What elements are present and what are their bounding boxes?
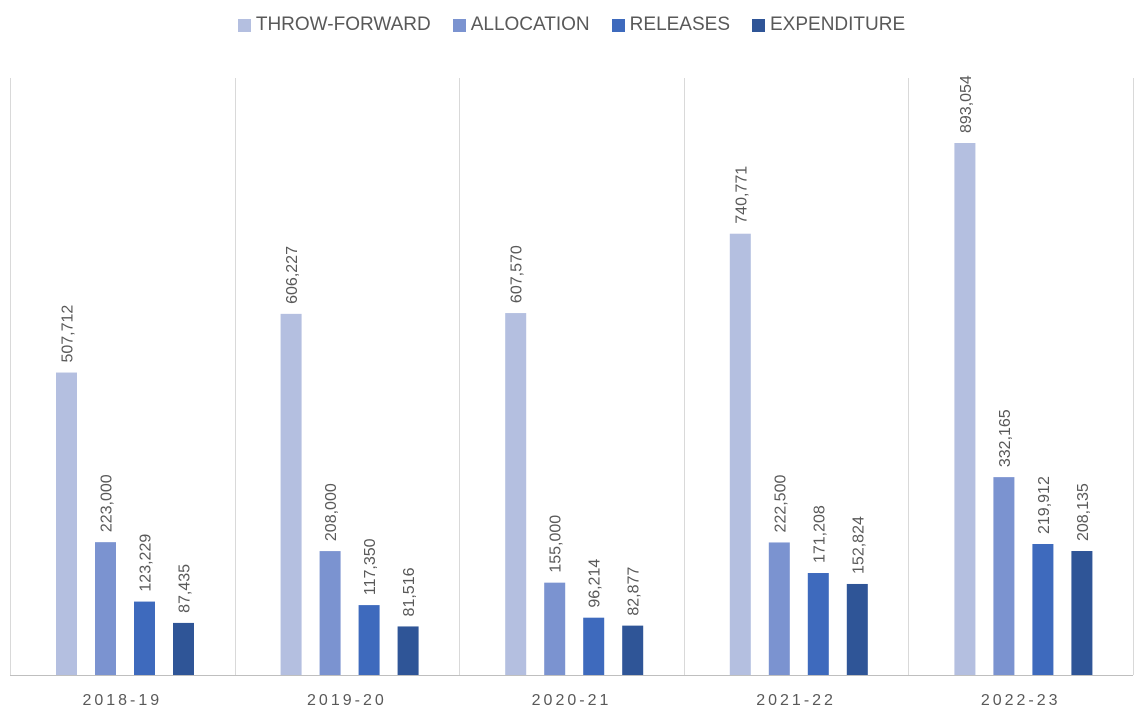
legend-item-throw-forward: THROW-FORWARD [237, 14, 431, 36]
bar [505, 313, 527, 675]
data-label: 223,000 [99, 474, 116, 532]
data-label: 123,229 [138, 534, 155, 592]
data-label: 81,516 [401, 567, 418, 616]
data-label: 82,877 [626, 567, 643, 616]
bar [358, 605, 380, 675]
legend-swatch-expenditure [752, 18, 765, 32]
data-label: 332,165 [997, 409, 1014, 467]
data-label: 155,000 [548, 515, 565, 573]
data-label: 208,000 [323, 483, 340, 541]
data-label: 893,054 [958, 75, 975, 133]
bar [134, 601, 155, 675]
bar [173, 622, 194, 675]
data-label: 171,208 [811, 505, 828, 563]
legend-label-throw-forward: THROW-FORWARD [255, 14, 431, 35]
bar [56, 372, 77, 675]
legend-label-releases: RELEASES [629, 14, 730, 35]
data-label: 219,912 [1036, 476, 1053, 534]
x-tick-label: 2020-21 [532, 692, 612, 709]
legend-swatch-releases [611, 18, 625, 32]
chart-legend: THROW-FORWARD ALLOCATION RELEASES EXPEND… [0, 14, 1143, 36]
bar [846, 583, 868, 675]
legend-swatch-allocation [452, 18, 466, 32]
data-label: 607,570 [509, 245, 526, 303]
bar [993, 477, 1015, 675]
bar [1071, 551, 1093, 675]
x-tick-label: 2022-23 [981, 692, 1061, 709]
data-label: 96,214 [587, 559, 604, 608]
bar [397, 626, 419, 675]
data-label: 740,771 [733, 166, 750, 224]
bar [807, 573, 829, 675]
x-tick-label: 2021-22 [756, 692, 836, 709]
bar [95, 542, 116, 675]
data-label: 606,227 [284, 246, 301, 304]
x-tick-label: 2019-20 [307, 692, 387, 709]
bar [1032, 543, 1054, 675]
legend-item-allocation: ALLOCATION [452, 14, 590, 36]
bar [544, 582, 566, 675]
bar [954, 143, 976, 675]
bar [729, 233, 751, 675]
legend-item-expenditure: EXPENDITURE [752, 14, 905, 36]
bar [583, 617, 605, 675]
data-label: 222,500 [772, 475, 789, 533]
bar [319, 551, 341, 675]
data-label: 152,824 [850, 516, 867, 574]
legend-label-expenditure: EXPENDITURE [770, 14, 906, 35]
legend-label-allocation: ALLOCATION [470, 14, 590, 35]
bar [280, 313, 302, 675]
data-label: 87,435 [177, 564, 194, 613]
legend-item-releases: RELEASES [611, 14, 730, 36]
data-label: 507,712 [60, 305, 77, 363]
bar [768, 542, 790, 675]
x-tick-label: 2018-19 [82, 692, 162, 709]
bar [622, 625, 644, 675]
data-label: 208,135 [1075, 483, 1092, 541]
legend-swatch-throw-forward [237, 18, 251, 32]
data-label: 117,350 [362, 538, 379, 595]
